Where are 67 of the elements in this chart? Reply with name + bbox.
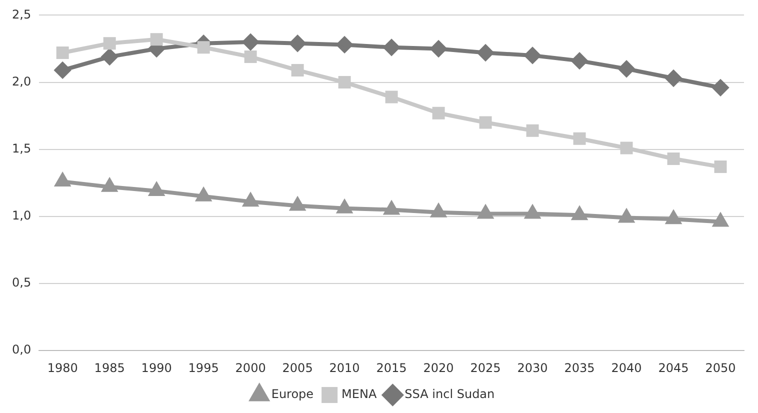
point xyxy=(712,80,729,96)
x-tick-label: 2050 xyxy=(705,360,736,375)
point xyxy=(291,64,304,76)
point xyxy=(197,41,210,54)
point xyxy=(431,204,446,218)
point xyxy=(667,152,680,165)
point xyxy=(290,35,306,52)
point xyxy=(150,33,163,46)
legend-label: MENA xyxy=(342,387,378,402)
point xyxy=(666,211,681,224)
x-tick-label: 2000 xyxy=(235,360,266,375)
point xyxy=(666,70,682,86)
point xyxy=(102,48,118,65)
point xyxy=(526,124,539,137)
point xyxy=(572,52,588,69)
point xyxy=(478,44,494,61)
point xyxy=(432,106,445,120)
point xyxy=(384,202,399,215)
legend-label: Europe xyxy=(271,387,314,402)
x-tick-label: 2040 xyxy=(611,360,642,375)
x-tick-label: 1985 xyxy=(94,360,125,375)
legend-label: SSA incl Sudan xyxy=(404,387,495,402)
y-tick-label: 0,5 xyxy=(12,276,32,290)
point xyxy=(290,198,305,211)
point xyxy=(620,142,633,154)
point xyxy=(572,207,587,220)
point xyxy=(430,40,447,57)
point xyxy=(573,132,586,145)
x-tick-label: 1980 xyxy=(47,360,78,375)
y-tick-label: 2,0 xyxy=(12,74,32,88)
point xyxy=(243,194,258,207)
point xyxy=(102,178,117,192)
point xyxy=(618,60,635,77)
point xyxy=(337,200,352,214)
x-tick-label: 1990 xyxy=(141,360,172,375)
y-tick-label: 1,0 xyxy=(12,208,32,223)
point xyxy=(149,182,164,196)
x-tick-label: 2030 xyxy=(517,360,548,375)
point xyxy=(619,210,634,223)
point xyxy=(56,46,69,60)
point xyxy=(385,90,398,104)
x-tick-label: 2005 xyxy=(282,360,313,375)
point xyxy=(336,36,353,53)
x-tick-label: 2020 xyxy=(423,360,454,375)
point xyxy=(103,37,116,50)
point xyxy=(479,116,492,129)
point xyxy=(242,34,259,50)
x-tick-label: 2035 xyxy=(564,360,595,375)
y-tick-label: 0,0 xyxy=(12,342,32,357)
y-tick-label: 2,5 xyxy=(12,7,32,22)
point xyxy=(384,39,400,56)
x-tick-label: 1995 xyxy=(188,360,219,375)
point xyxy=(54,62,71,78)
y-tick-label: 1,5 xyxy=(12,141,32,156)
point xyxy=(196,188,211,202)
x-tick-label: 2010 xyxy=(329,360,360,375)
point xyxy=(244,50,257,64)
point xyxy=(478,206,493,219)
x-tick-label: 2015 xyxy=(376,360,407,375)
point xyxy=(524,47,541,64)
point xyxy=(338,76,351,89)
point xyxy=(713,214,728,227)
x-tick-label: 2045 xyxy=(658,360,689,375)
x-tick-label: 2025 xyxy=(470,360,501,375)
point xyxy=(55,174,70,187)
point xyxy=(714,160,727,174)
point xyxy=(525,206,540,219)
